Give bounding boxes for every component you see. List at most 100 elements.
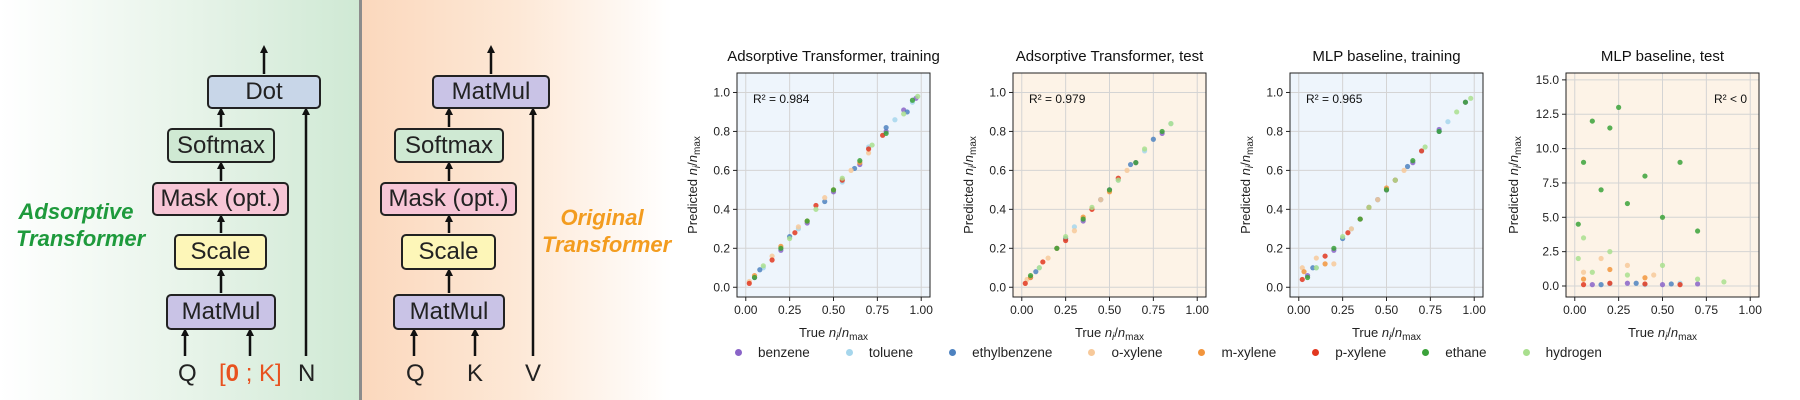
data-point-p-xylene [813,202,819,209]
data-point-ethane [1616,104,1622,110]
data-point-toluene [1418,148,1425,154]
data-point-ethylbenzene [757,267,763,273]
data-point-hydrogen [1659,262,1666,268]
data-point-p-xylene [1418,148,1425,154]
data-point-p-xylene [1345,230,1351,236]
data-point-hydrogen [1115,177,1121,183]
data-point-ethane [1410,158,1416,164]
tick-label-y: 0.2 [1266,241,1283,255]
data-point-toluene [1115,177,1121,183]
tick-label-y: 0.8 [989,124,1006,138]
data-point-ethane [1575,221,1581,227]
tick-label-y: 5.0 [1542,210,1559,224]
chart-title: MLP baseline, training [1312,48,1460,65]
plot-frame [1565,72,1760,298]
data-point-ethylbenzene [1150,136,1156,142]
data-point-m-xylene [1642,275,1648,281]
legend-label: p-xylene [1335,344,1387,360]
data-point-hydrogen [813,206,819,212]
data-point-benzene [1436,126,1442,133]
data-point-ethane [1331,245,1337,251]
legend-label: o-xylene [1111,344,1163,360]
data-point-hydrogen [1589,269,1595,275]
tick-label-x: 0.25 [778,303,802,317]
data-point-o-xylene [1580,269,1587,275]
legend-marker [1088,348,1096,356]
data-point-m-xylene [830,187,837,193]
data-point-benzene [857,161,863,168]
data-point-m-xylene [1054,245,1060,251]
legend-label: ethylbenzene [972,344,1053,360]
diagram-arrows [181,45,537,356]
tick-label-x: 0.25 [1331,303,1355,317]
chart-1: 0.00 0.25 0.50 0.75 1.00 0.0 0.2 0.4 0.6 0.8 1.0 Ad… [685,48,940,343]
legend-item-benzene: benzene [735,345,810,360]
data-point-o-xylene [1598,255,1604,262]
legend-item-p-xylene: p-xylene [1312,345,1386,360]
data-point-ethylbenzene [883,124,889,131]
data-point-m-xylene [804,218,810,224]
data-point-benzene [1624,280,1631,286]
data-point-p-xylene [1677,282,1683,288]
data-point-ethane [1642,173,1648,179]
panel-divider [359,0,362,400]
tick-label-y: 1.0 [989,85,1006,99]
data-point-p-xylene [1115,175,1121,181]
data-point-p-xylene [792,230,798,236]
legend-marker [1312,348,1320,356]
input-n: N [298,360,316,387]
data-point-ethane [883,130,889,136]
tick-label-y: 0.8 [1266,124,1283,138]
data-point-o-xylene [1045,255,1051,261]
data-point-ethane [1580,159,1587,165]
data-point-ethane [778,245,784,251]
tick-label-y: 0.4 [713,202,730,216]
data-point-ethane [1027,272,1034,279]
y-axis-label: Predicted ni/nmax [1238,136,1256,234]
tick-label-y: 0.0 [1542,279,1559,293]
legend-item-toluene: toluene [845,344,914,360]
tick-label-y: 0.2 [989,241,1006,255]
data-point-hydrogen [1168,121,1174,127]
legend-label: toluene [868,344,914,360]
data-point-p-xylene [1040,259,1046,265]
data-point-hydrogen [1422,144,1428,150]
data-point-o-xylene [1331,261,1337,267]
data-point-p-xylene [880,132,886,138]
data-point-benzene [1106,187,1113,193]
data-point-hydrogen [1313,265,1319,271]
data-point-benzene [1133,160,1139,166]
bracket-open: [ [219,360,226,387]
legend-item-ethylbenzene: ethylbenzene [949,345,1052,360]
data-point-benzene [1383,187,1390,193]
data-point-toluene [1141,148,1148,154]
chart-legend: benzene toluene ethylbenzene o-xylene m-xyle… [735,340,1638,364]
data-point-ethylbenzene [1127,161,1134,168]
legend-marker [845,348,853,356]
data-point-toluene [1348,226,1355,232]
tick-label-x: 0.50 [1651,303,1675,317]
data-point-ethylbenzene [851,165,858,172]
plot-frame [1012,72,1207,298]
data-point-m-xylene [1383,185,1390,191]
matmul-top-block: MatMul [432,75,550,109]
tick-label-x: 1.00 [1739,303,1763,317]
adsorptive-label-line1: Adsorptive [18,199,134,224]
data-point-benzene [1159,130,1165,136]
data-point-hydrogen [1141,146,1148,152]
data-point-hydrogen [839,175,845,181]
data-point-ethane [1080,216,1086,222]
data-point-benzene [1331,247,1337,253]
data-point-o-xylene [1313,255,1319,261]
data-point-benzene [1027,274,1034,281]
data-point-m-xylene [778,243,784,249]
data-point-o-xylene [1071,228,1078,234]
tick-label-y: 0.4 [989,202,1006,216]
original-label-line2: Transformer [542,232,672,257]
data-point-hydrogen [1694,276,1701,282]
plot-background [1566,73,1759,297]
tick-label-y: 0.0 [713,280,730,294]
tick-label-x: 0.25 [1054,303,1078,317]
data-point-benzene [1410,160,1416,166]
plot-frame [1289,72,1484,298]
